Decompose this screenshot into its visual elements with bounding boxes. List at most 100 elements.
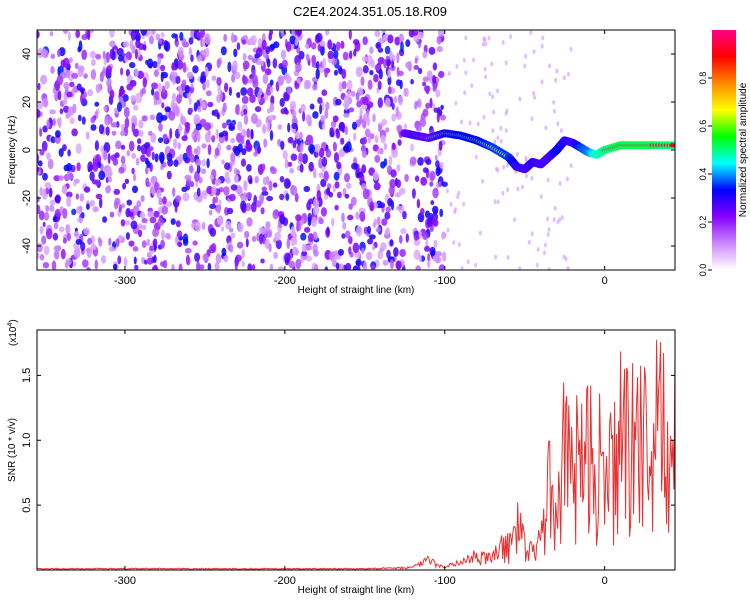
noise-speckle: [335, 130, 341, 139]
noise-speckle: [393, 247, 399, 257]
noise-speckle: [289, 100, 297, 111]
noise-speckle: [255, 47, 263, 57]
snr-x-tick-label: 0: [602, 575, 608, 587]
noise-speckle: [255, 200, 262, 208]
noise-speckle: [76, 162, 81, 172]
noise-speckle: [241, 95, 249, 104]
noise-speckle: [195, 180, 199, 188]
noise-speckle: [289, 167, 294, 174]
noise-speckle: [277, 124, 283, 130]
noise-speckle: [258, 226, 265, 237]
noise-speckle: [109, 48, 114, 60]
spectrogram-y-tick-label: -20: [21, 190, 33, 206]
noise-speckle: [125, 69, 130, 77]
noise-speckle: [351, 121, 358, 130]
noise-speckle: [202, 82, 207, 91]
noise-speckle: [259, 61, 264, 67]
noise-speckle: [493, 139, 497, 145]
noise-speckle: [140, 30, 148, 36]
noise-speckle: [308, 138, 314, 145]
noise-speckle: [172, 75, 176, 85]
noise-speckle: [209, 174, 214, 181]
noise-speckle: [98, 124, 105, 135]
noise-speckle: [204, 131, 211, 143]
noise-speckle: [162, 196, 167, 205]
noise-speckle: [242, 53, 247, 61]
spectrogram-x-ticks: -300 -200 -100 0: [114, 30, 608, 287]
noise-speckle: [39, 253, 45, 261]
noise-speckle: [363, 113, 369, 122]
noise-speckle: [112, 157, 119, 166]
noise-speckle: [232, 60, 238, 72]
noise-speckle: [216, 77, 222, 86]
noise-speckle: [476, 121, 480, 127]
noise-speckle: [391, 142, 396, 151]
noise-speckle: [454, 100, 458, 106]
noise-speckle: [99, 71, 104, 83]
noise-speckle: [236, 185, 243, 197]
noise-speckle: [261, 190, 269, 196]
noise-speckle: [410, 78, 414, 85]
snr-x-tick-label: -300: [114, 575, 136, 587]
noise-speckle: [186, 257, 191, 266]
noise-speckle: [301, 250, 308, 257]
noise-speckle: [66, 191, 73, 198]
noise-speckle: [135, 157, 140, 166]
noise-speckle: [126, 149, 131, 157]
colorbar-ticks: 0.0 0.2 0.4 0.6 0.8: [698, 72, 712, 276]
spectrogram-y-tick-label: 20: [21, 96, 33, 108]
noise-speckle: [138, 229, 143, 238]
noise-speckle: [413, 65, 420, 70]
noise-speckle: [336, 191, 342, 199]
noise-speckle: [338, 81, 343, 93]
noise-speckle: [362, 56, 368, 62]
noise-speckle: [344, 193, 350, 199]
noise-speckle: [244, 230, 250, 239]
noise-speckle: [101, 255, 107, 264]
noise-speckle: [214, 179, 220, 187]
noise-speckle: [411, 188, 416, 199]
noise-speckle: [361, 182, 367, 191]
noise-speckle: [484, 41, 488, 47]
noise-speckle: [257, 145, 261, 155]
noise-speckle: [140, 195, 145, 202]
noise-speckle: [424, 245, 431, 252]
noise-speckle: [226, 144, 232, 151]
noise-speckle: [482, 36, 486, 42]
noise-speckle: [432, 188, 437, 198]
noise-speckle: [130, 95, 136, 102]
noise-speckle: [384, 229, 390, 236]
noise-speckle: [311, 216, 317, 228]
noise-speckle: [62, 30, 69, 35]
noise-speckle: [171, 62, 176, 71]
noise-speckle: [201, 221, 206, 230]
noise-speckle: [286, 161, 293, 167]
noise-speckle: [295, 131, 301, 140]
noise-speckle: [240, 87, 248, 96]
noise-speckle: [216, 113, 220, 120]
noise-speckle: [81, 34, 88, 41]
noise-speckle: [208, 209, 213, 216]
noise-speckle: [243, 180, 248, 192]
noise-speckle: [377, 56, 385, 65]
noise-speckle: [85, 248, 91, 254]
noise-speckle: [144, 142, 150, 149]
noise-speckle: [37, 253, 40, 259]
noise-speckle: [42, 221, 46, 228]
noise-speckle: [144, 259, 148, 265]
snr-panel: -300 -200 -100 0 0.5 1.0 1.5 Height of straig…: [7, 319, 676, 596]
noise-speckle: [345, 262, 352, 270]
noise-speckle: [349, 50, 353, 60]
colorbar-tick-label: 0.2: [698, 216, 708, 229]
noise-speckle: [75, 193, 80, 200]
noise-speckle: [164, 41, 171, 52]
noise-speckle: [145, 177, 150, 187]
noise-speckle: [488, 91, 492, 97]
noise-speckle: [286, 86, 292, 95]
noise-speckle: [146, 160, 151, 169]
noise-speckle: [462, 57, 466, 63]
noise-speckle: [499, 138, 503, 144]
noise-speckle: [432, 62, 438, 71]
noise-speckle: [405, 61, 412, 69]
noise-speckle: [137, 138, 142, 145]
